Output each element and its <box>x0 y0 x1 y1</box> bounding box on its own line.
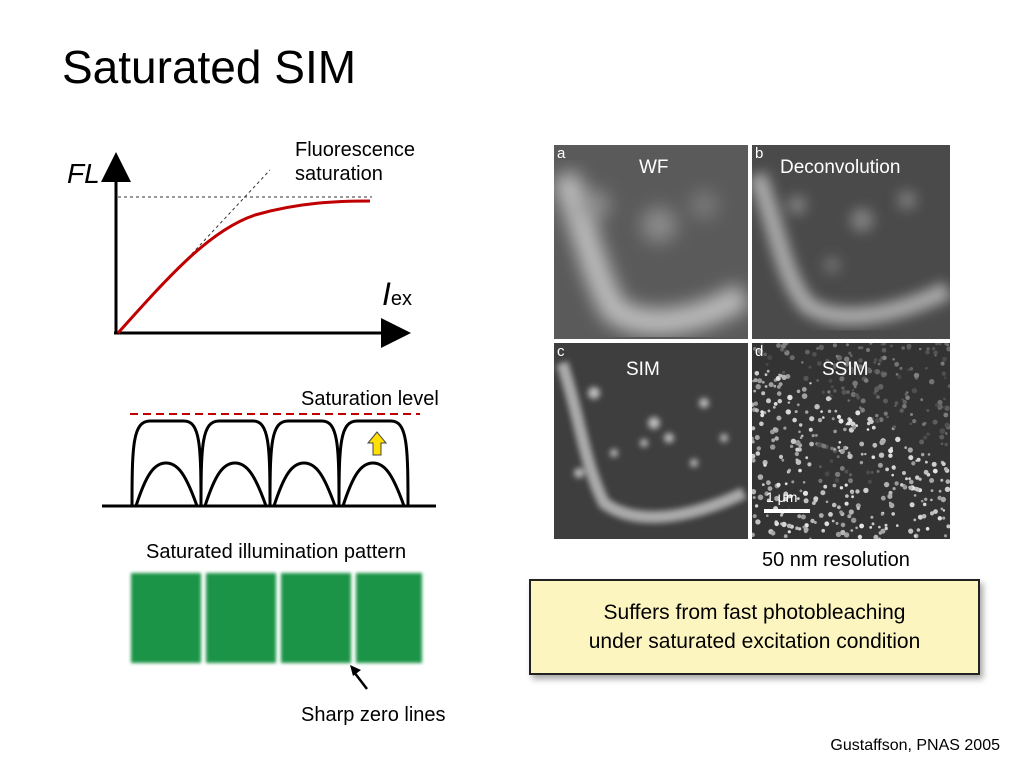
x-axis-label-subscript: ex <box>390 288 413 310</box>
pattern-stripe-2 <box>206 573 276 663</box>
panel-letter-a: a <box>557 145 566 162</box>
panel-letter-c: c <box>557 343 565 360</box>
callout-line-1: Suffers from fast photobleaching <box>603 600 906 624</box>
annotation-line-1: Fluorescence <box>295 139 416 161</box>
panel-ssim-image <box>752 343 950 539</box>
callout-line-2: under saturated excitation condition <box>588 630 921 653</box>
unsaturated-profile <box>134 461 406 507</box>
panel-letter-b: b <box>755 145 764 162</box>
panel-wf-image <box>554 170 748 335</box>
saturation-level-label: Saturation level <box>301 388 439 410</box>
annotation-line-2: saturation <box>295 163 383 185</box>
reference-citation: Gustaffson, PNAS 2005 <box>830 737 1000 754</box>
panel-ssim: d SSIM 1 μm <box>752 343 950 539</box>
x-axis-label: Iex <box>382 276 412 313</box>
saturation-curve-graph <box>101 152 411 348</box>
scale-bar-label: 1 μm <box>766 489 798 505</box>
panel-label-ssim: SSIM <box>822 359 869 380</box>
saturation-curve <box>116 199 371 335</box>
pattern-stripe-4 <box>356 573 422 663</box>
panel-label-deconvolution: Deconvolution <box>780 157 901 178</box>
zero-line-pointer-arrow-icon <box>350 665 368 690</box>
illumination-profile-diagram <box>102 413 436 508</box>
panel-sim-image <box>556 361 747 524</box>
pattern-stripe-3 <box>281 573 351 663</box>
resolution-label: 50 nm resolution <box>762 549 910 571</box>
zero-lines-label: Sharp zero lines <box>301 704 446 726</box>
panel-label-wf: WF <box>639 157 669 178</box>
microscopy-image-grid: a WF b Deconvolution c <box>554 145 952 539</box>
pattern-stripe-1 <box>131 573 201 663</box>
panel-wf: a WF <box>554 145 748 339</box>
illumination-pattern-stripes <box>131 573 422 663</box>
x-axis-label-main: I <box>382 276 391 312</box>
slide-title: Saturated SIM <box>62 41 357 93</box>
scale-bar <box>764 509 810 513</box>
panel-letter-d: d <box>755 343 764 360</box>
increase-arrow-icon <box>366 431 388 456</box>
y-axis-label: FL <box>67 158 100 189</box>
panel-deconvolution: b Deconvolution <box>752 145 950 339</box>
photobleaching-callout: Suffers from fast photobleaching under s… <box>529 579 980 675</box>
panel-label-sim: SIM <box>626 359 660 380</box>
fluorescence-saturation-annotation: Fluorescence saturation <box>295 138 415 186</box>
panel-deconvolution-image <box>752 171 950 326</box>
saturated-profile <box>130 419 410 507</box>
illumination-pattern-label: Saturated illumination pattern <box>146 541 407 563</box>
panel-sim: c SIM <box>554 343 748 539</box>
